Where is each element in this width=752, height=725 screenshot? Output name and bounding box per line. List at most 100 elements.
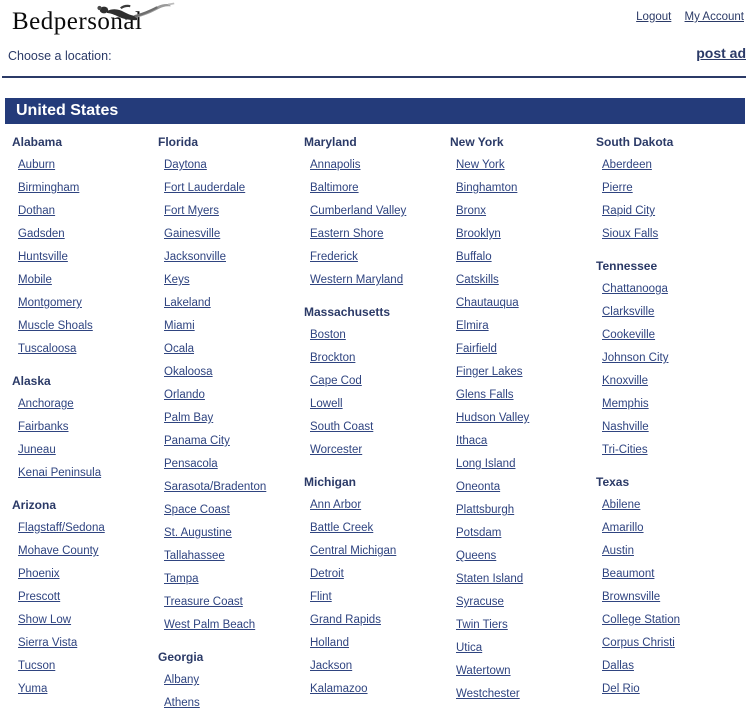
city-link[interactable]: Montgomery <box>18 297 82 309</box>
city-link[interactable]: Johnson City <box>602 352 669 364</box>
city-link[interactable]: Flint <box>310 591 332 603</box>
city-link[interactable]: Fort Myers <box>164 205 219 217</box>
city-link[interactable]: Tallahassee <box>164 550 225 562</box>
city-link[interactable]: Holland <box>310 637 349 649</box>
city-link[interactable]: Palm Bay <box>164 412 214 424</box>
city-link[interactable]: Space Coast <box>164 504 230 516</box>
city-link[interactable]: Nashville <box>602 421 649 433</box>
city-link[interactable]: Bronx <box>456 205 487 217</box>
city-link[interactable]: Worcester <box>310 444 363 456</box>
city-link[interactable]: Sarasota/Bradenton <box>164 481 267 493</box>
city-link[interactable]: Tri-Cities <box>602 444 648 456</box>
city-link[interactable]: Clarksville <box>602 306 655 318</box>
city-link[interactable]: Grand Rapids <box>310 614 381 626</box>
city-link[interactable]: Flagstaff/Sedona <box>18 522 105 534</box>
city-link[interactable]: Hudson Valley <box>456 412 530 424</box>
city-link[interactable]: Muscle Shoals <box>18 320 93 332</box>
city-link[interactable]: Beaumont <box>602 568 655 580</box>
city-link[interactable]: Juneau <box>18 444 56 456</box>
city-link[interactable]: Plattsburgh <box>456 504 515 516</box>
city-link[interactable]: Elmira <box>456 320 489 332</box>
city-link[interactable]: Brooklyn <box>456 228 501 240</box>
city-link[interactable]: Rapid City <box>602 205 656 217</box>
city-link[interactable]: Auburn <box>18 159 56 171</box>
city-link[interactable]: Ocala <box>164 343 195 355</box>
city-link[interactable]: Ithaca <box>456 435 488 447</box>
city-link[interactable]: Lakeland <box>164 297 211 309</box>
city-link[interactable]: Dallas <box>602 660 634 672</box>
city-link[interactable]: Detroit <box>310 568 344 580</box>
city-link[interactable]: Mobile <box>18 274 52 286</box>
city-link[interactable]: Cape Cod <box>310 375 362 387</box>
city-link[interactable]: Tucson <box>18 660 56 672</box>
city-link[interactable]: Cookeville <box>602 329 656 341</box>
city-link[interactable]: Jacksonville <box>164 251 226 263</box>
city-link[interactable]: Daytona <box>164 159 207 171</box>
city-link[interactable]: Anchorage <box>18 398 74 410</box>
city-link[interactable]: Catskills <box>456 274 499 286</box>
city-link[interactable]: Abilene <box>602 499 641 511</box>
logout-link[interactable]: Logout <box>636 11 672 23</box>
city-link[interactable]: Queens <box>456 550 497 562</box>
city-link[interactable]: Westchester <box>456 688 520 700</box>
city-link[interactable]: Ann Arbor <box>310 499 362 511</box>
city-link[interactable]: Cumberland Valley <box>310 205 407 217</box>
city-link[interactable]: Aberdeen <box>602 159 652 171</box>
city-link[interactable]: Glens Falls <box>456 389 514 401</box>
my-account-link[interactable]: My Account <box>684 11 744 23</box>
city-link[interactable]: Orlando <box>164 389 205 401</box>
city-link[interactable]: Baltimore <box>310 182 359 194</box>
site-logo[interactable]: Bedpersonal <box>12 2 182 36</box>
city-link[interactable]: Fort Lauderdale <box>164 182 246 194</box>
city-link[interactable]: Okaloosa <box>164 366 213 378</box>
city-link[interactable]: Eastern Shore <box>310 228 384 240</box>
city-link[interactable]: Annapolis <box>310 159 361 171</box>
city-link[interactable]: Binghamton <box>456 182 518 194</box>
city-link[interactable]: Kenai Peninsula <box>18 467 102 479</box>
city-link[interactable]: St. Augustine <box>164 527 232 539</box>
city-link[interactable]: Battle Creek <box>310 522 374 534</box>
city-link[interactable]: Amarillo <box>602 522 644 534</box>
city-link[interactable]: Utica <box>456 642 483 654</box>
city-link[interactable]: Yuma <box>18 683 48 695</box>
city-link[interactable]: Staten Island <box>456 573 524 585</box>
city-link[interactable]: Pierre <box>602 182 633 194</box>
city-link[interactable]: Prescott <box>18 591 61 603</box>
city-link[interactable]: Athens <box>164 697 200 709</box>
city-link[interactable]: Chautauqua <box>456 297 519 309</box>
city-link[interactable]: Birmingham <box>18 182 80 194</box>
city-link[interactable]: Finger Lakes <box>456 366 523 378</box>
city-link[interactable]: Pensacola <box>164 458 218 470</box>
city-link[interactable]: Frederick <box>310 251 358 263</box>
city-link[interactable]: College Station <box>602 614 680 626</box>
city-link[interactable]: Boston <box>310 329 346 341</box>
city-link[interactable]: Kalamazoo <box>310 683 368 695</box>
city-link[interactable]: Phoenix <box>18 568 60 580</box>
city-link[interactable]: Buffalo <box>456 251 492 263</box>
city-link[interactable]: South Coast <box>310 421 374 433</box>
city-link[interactable]: Fairfield <box>456 343 497 355</box>
city-link[interactable]: New York <box>456 159 505 171</box>
city-link[interactable]: Lowell <box>310 398 343 410</box>
city-link[interactable]: Watertown <box>456 665 511 677</box>
city-link[interactable]: Gadsden <box>18 228 65 240</box>
post-ad-link[interactable]: post ad <box>696 45 746 61</box>
city-link[interactable]: Sioux Falls <box>602 228 659 240</box>
city-link[interactable]: Knoxville <box>602 375 649 387</box>
city-link[interactable]: Tuscaloosa <box>18 343 77 355</box>
city-link[interactable]: Dothan <box>18 205 56 217</box>
city-link[interactable]: Memphis <box>602 398 649 410</box>
city-link[interactable]: Fairbanks <box>18 421 69 433</box>
city-link[interactable]: Oneonta <box>456 481 501 493</box>
city-link[interactable]: Twin Tiers <box>456 619 508 631</box>
city-link[interactable]: Sierra Vista <box>18 637 78 649</box>
city-link[interactable]: Huntsville <box>18 251 68 263</box>
city-link[interactable]: Panama City <box>164 435 230 447</box>
city-link[interactable]: Central Michigan <box>310 545 397 557</box>
city-link[interactable]: Brockton <box>310 352 356 364</box>
city-link[interactable]: Mohave County <box>18 545 99 557</box>
city-link[interactable]: Jackson <box>310 660 353 672</box>
city-link[interactable]: Long Island <box>456 458 516 470</box>
city-link[interactable]: Potsdam <box>456 527 502 539</box>
city-link[interactable]: Treasure Coast <box>164 596 243 608</box>
